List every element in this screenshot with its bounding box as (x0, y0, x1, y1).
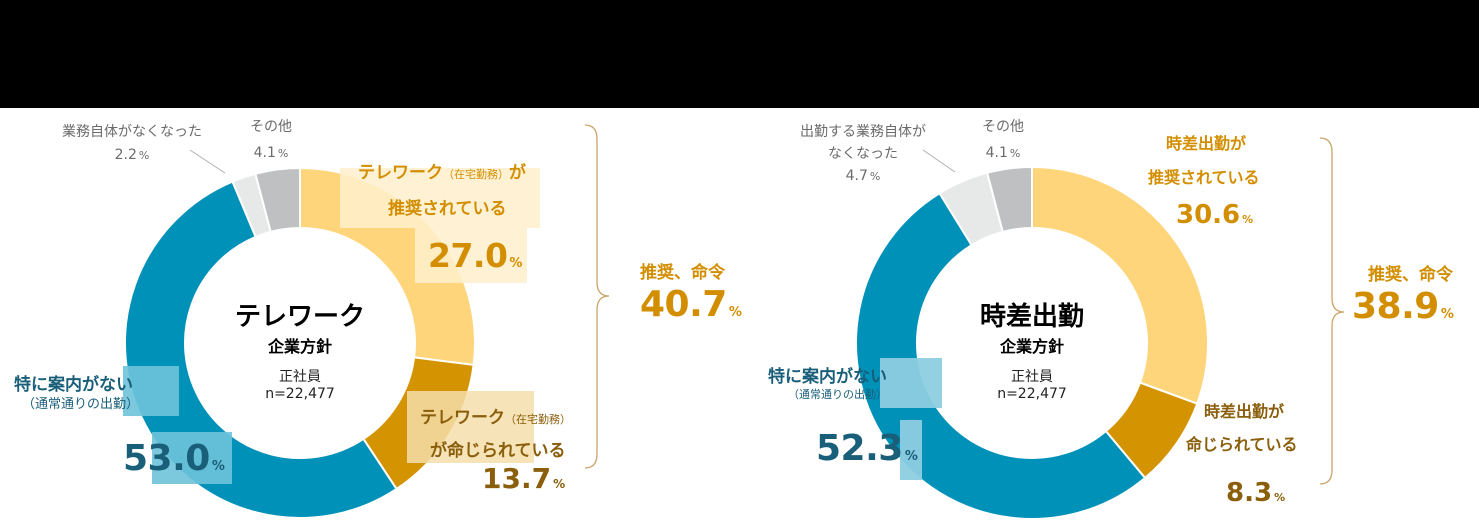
pct-sign: % (138, 149, 150, 162)
pct-sign: % (277, 147, 289, 160)
no-guidance-value-highlight (900, 420, 922, 480)
ordered-label-highlight (407, 391, 534, 463)
ordered-label-line1: 時差出勤が (1204, 402, 1285, 421)
pct-sign: % (509, 256, 522, 271)
ordered-value-number: 8.3 (1226, 478, 1273, 508)
recommended-value-number: 30.6 (1176, 200, 1241, 230)
leader-line (922, 149, 956, 173)
recommended-label-line1: テレワーク（在宅勤務）が (358, 158, 526, 183)
no-guidance-label-line1: 特に案内がない (768, 367, 887, 387)
ordered-value-number: 13.7 (482, 462, 552, 495)
brace-bracket (584, 124, 610, 469)
center-sample-size: n=22,477 (265, 386, 335, 402)
no-guidance-label-highlight (880, 358, 942, 408)
center-subtitle: 企業方針 (267, 337, 332, 356)
other-text: その他 (250, 119, 292, 135)
ordered-label-line1: テレワーク（在宅勤務） (420, 403, 571, 428)
recommended-slice (1031, 165, 1209, 405)
no-guidance-label-line2: （通常通りの出勤） (22, 397, 140, 412)
work-gone-text-line2: なくなった (828, 146, 898, 162)
recommended-label-line1: 時差出勤が (1166, 134, 1247, 153)
center-population: 正社員 (1011, 369, 1053, 385)
total-value: 40.7% (640, 284, 742, 325)
no-guidance-value-highlight (152, 432, 232, 484)
work-gone-text-line1: 出勤する業務自体が (800, 124, 926, 140)
recommended-value: 27.0% (428, 236, 522, 275)
recommended-main-text: テレワーク (358, 163, 443, 183)
ordered-value: 13.7% (482, 462, 565, 495)
other-value: 4.1 (253, 145, 276, 161)
recommended-label-line2: 推奨されている (388, 199, 507, 219)
brace-bracket (1319, 137, 1345, 485)
donut-center-label: テレワーク 企業方針 正社員 n=22,477 (210, 296, 390, 403)
pct-sign: % (211, 459, 225, 474)
no-guidance-value-number: 53.0 (123, 438, 210, 479)
center-title: 時差出勤 (979, 302, 1084, 332)
no-guidance-label-line1: 特に案内がない (14, 375, 133, 395)
pct-sign: % (869, 170, 881, 183)
pct-sign: % (728, 305, 742, 320)
pct-sign: % (904, 449, 918, 464)
total-value-number: 38.9 (1352, 286, 1439, 327)
other-value: 4.1 (985, 145, 1008, 161)
work-gone-text: 業務自体がなくなった (62, 124, 202, 140)
telework-chart-panel: 業務自体がなくなった 2.2% その他 4.1% テレワーク（在宅勤務）が 推奨… (0, 108, 742, 524)
recommended-value-number: 27.0 (428, 236, 508, 275)
total-value: 38.9% (1352, 286, 1454, 327)
ordered-value: 8.3% (1226, 478, 1285, 508)
work-gone-value: 2.2 (114, 147, 137, 163)
no-guidance-label-line2: （通常通りの出勤） (788, 388, 887, 401)
other-label: その他 4.1% (982, 116, 1024, 165)
work-gone-value: 4.7 (845, 168, 868, 184)
work-gone-label: 業務自体がなくなった 2.2% (62, 121, 202, 167)
other-text: その他 (982, 119, 1024, 135)
other-slice (985, 165, 1033, 234)
recommended-value: 30.6% (1176, 200, 1253, 230)
ordered-main-text: テレワーク (420, 408, 505, 428)
no-guidance-value: 53.0% (123, 438, 225, 479)
no-guidance-value-number: 52.3 (816, 428, 903, 469)
staggered-commute-chart-panel: 出勤する業務自体が なくなった 4.7% その他 4.1% 時差出勤が 推奨され… (740, 108, 1479, 524)
center-sample-size: n=22,477 (997, 386, 1067, 402)
donut-center-label: 時差出勤 企業方針 正社員 n=22,477 (942, 296, 1122, 403)
other-slice (254, 166, 301, 234)
staggered-commute-donut-chart (855, 137, 1345, 520)
no-guidance-slice (855, 191, 1147, 520)
ordered-label-line2: が命じられている (430, 441, 566, 461)
ordered-paren-text: （在宅勤務） (505, 413, 571, 426)
no-guidance-label-highlight (123, 366, 179, 416)
total-value-number: 40.7 (640, 284, 727, 325)
pct-sign: % (1440, 307, 1454, 322)
pct-sign: % (1242, 213, 1254, 226)
pct-sign: % (1274, 491, 1286, 504)
recommended-tail-text: が (509, 163, 526, 183)
recommended-label-highlight (340, 168, 540, 228)
total-label: 推奨、命令 (640, 263, 725, 283)
top-black-band (0, 0, 1479, 108)
recommended-label-line2: 推奨されている (1148, 168, 1260, 187)
recommended-value-highlight (415, 228, 527, 283)
pct-sign: % (553, 477, 566, 491)
recommended-paren-text: （在宅勤務） (443, 168, 509, 181)
no-guidance-value: 52.3% (816, 428, 918, 469)
other-label: その他 4.1% (250, 116, 292, 165)
leader-line (189, 149, 226, 174)
ordered-label-line2: 命じられている (1186, 435, 1298, 454)
work-gone-label: 出勤する業務自体が なくなった 4.7% (800, 121, 926, 188)
center-subtitle: 企業方針 (999, 337, 1064, 356)
center-population: 正社員 (279, 369, 321, 385)
pct-sign: % (1009, 147, 1021, 160)
center-title: テレワーク (234, 302, 365, 332)
total-label: 推奨、命令 (1368, 265, 1453, 285)
